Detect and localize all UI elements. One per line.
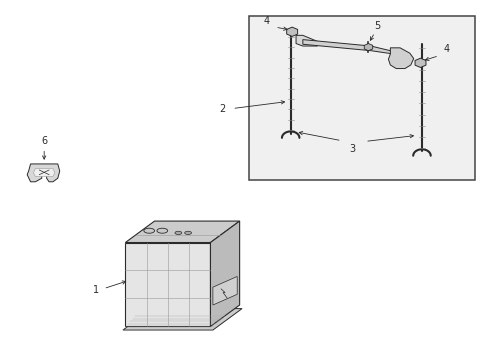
Text: 6: 6 (41, 136, 47, 146)
Polygon shape (33, 168, 55, 176)
Ellipse shape (157, 228, 167, 233)
Ellipse shape (184, 231, 191, 234)
Polygon shape (210, 221, 239, 327)
Polygon shape (302, 40, 392, 54)
Polygon shape (122, 309, 242, 330)
Polygon shape (125, 221, 239, 243)
Text: 5: 5 (373, 21, 380, 31)
Polygon shape (387, 48, 413, 68)
Text: 1: 1 (92, 285, 99, 295)
Ellipse shape (175, 231, 182, 234)
Polygon shape (125, 243, 210, 327)
Ellipse shape (143, 228, 154, 233)
Polygon shape (27, 164, 60, 182)
Polygon shape (286, 27, 297, 36)
Polygon shape (295, 35, 317, 46)
Text: 4: 4 (263, 16, 269, 26)
Text: 4: 4 (443, 44, 449, 54)
Bar (249, 16, 474, 180)
Text: 3: 3 (348, 144, 355, 154)
Text: 2: 2 (218, 104, 224, 113)
Polygon shape (364, 44, 372, 51)
Polygon shape (414, 58, 425, 67)
Polygon shape (212, 276, 237, 305)
